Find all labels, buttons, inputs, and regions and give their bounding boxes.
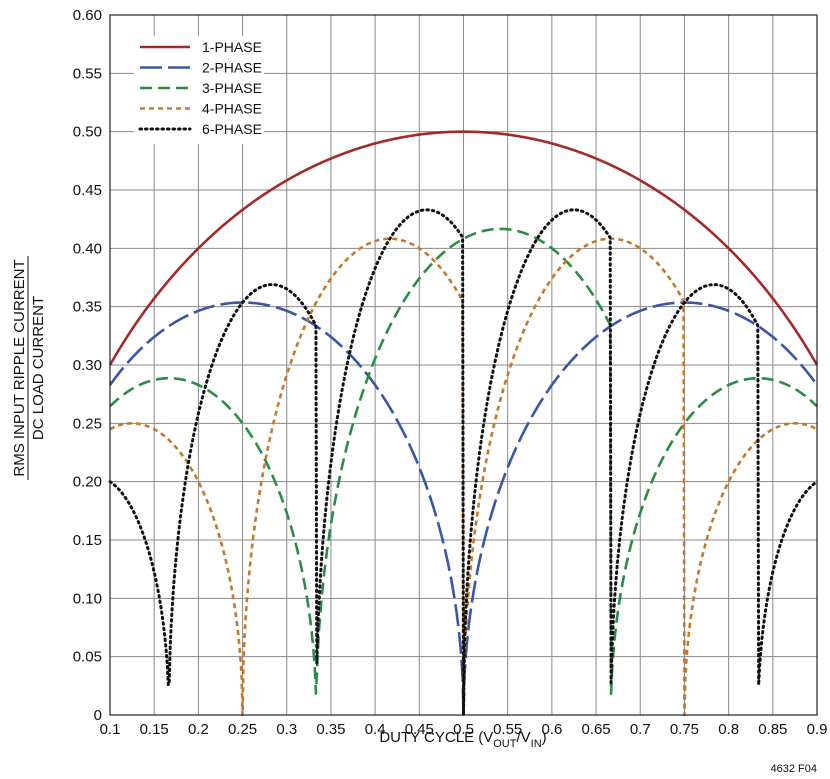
y-tick-label: 0.35 [73, 299, 102, 316]
x-tick-label: 0.1 [100, 721, 121, 738]
figure-id: 4632 F04 [771, 763, 817, 775]
x-tick-label: 0.8 [718, 721, 739, 738]
y-tick-label: 0.50 [73, 124, 102, 141]
x-tick-label: 0.25 [228, 721, 257, 738]
x-tick-labels: 0.1 0.15 0.2 0.25 0.3 0.35 0.4 0.45 0.5 0.55 0.6 0.… [100, 721, 828, 738]
x-tick-label: 0.7 [630, 721, 651, 738]
x-tick-label: 0.65 [581, 721, 610, 738]
x-tick-label: 0.9 [807, 721, 828, 738]
x-tick-label: 0.6 [541, 721, 562, 738]
y-tick-label: 0 [94, 707, 102, 724]
series-line-1-phase [108, 130, 819, 366]
legend-label-1-phase: 1-PHASE [202, 39, 262, 55]
legend-label-2-phase: 2-PHASE [202, 60, 262, 76]
y-tick-label: 0.15 [73, 532, 102, 549]
x-tick-label: 0.55 [493, 721, 522, 738]
x-axis-title: DUTY CYCLE (VOUT/VIN) [379, 729, 546, 750]
x-tick-label: 0.75 [670, 721, 699, 738]
x-tick-label: 0.4 [365, 721, 386, 738]
y-tick-label: 0.30 [73, 357, 102, 374]
series-line-2-phase [108, 301, 819, 717]
y-tick-label: 0.55 [73, 65, 102, 82]
y-axis-title: RMS INPUT RIPPLE CURRENT DC LOAD CURRENT [11, 256, 47, 480]
x-axis-title-sub-in: IN [531, 738, 542, 750]
x-axis-title-end: ) [542, 729, 547, 746]
y-axis-title-denominator: DC LOAD CURRENT [30, 296, 47, 440]
plot-frame [109, 14, 818, 716]
y-tick-labels: 0 0.05 0.10 0.15 0.20 0.25 0.30 0.35 0.40 0.45 0.5… [73, 7, 102, 724]
x-axis-title-sub-out: OUT [493, 738, 517, 750]
x-tick-label: 0.45 [405, 721, 434, 738]
y-tick-label: 0.60 [73, 7, 102, 24]
x-tick-label: 0.3 [276, 721, 297, 738]
x-axis-title-main: DUTY CYCLE (V [379, 729, 493, 746]
y-axis-title-numerator: RMS INPUT RIPPLE CURRENT [11, 259, 28, 476]
y-tick-label: 0.10 [73, 590, 102, 607]
y-tick-label: 0.05 [73, 649, 102, 666]
legend: 1-PHASE 2-PHASE 3-PHASE 4-PHASE 6-PHASE [134, 36, 264, 144]
legend-label-4-phase: 4-PHASE [202, 101, 262, 117]
series-line-3-phase [109, 227, 818, 696]
x-tick-label: 0.15 [140, 721, 169, 738]
legend-label-3-phase: 3-PHASE [202, 80, 262, 96]
x-tick-label: 0.85 [758, 721, 787, 738]
legend-label-6-phase: 6-PHASE [202, 121, 262, 137]
x-tick-label: 0.5 [453, 721, 474, 738]
y-tick-label: 0.45 [73, 182, 102, 199]
series-line-4-phase [109, 237, 818, 717]
x-tick-label: 0.2 [188, 721, 209, 738]
y-tick-label: 0.40 [73, 240, 102, 257]
x-tick-label: 0.35 [316, 721, 345, 738]
y-tick-label: 0.20 [73, 474, 102, 491]
legend-background [134, 36, 264, 144]
y-tick-label: 0.25 [73, 415, 102, 432]
x-axis-title-mid: /V [516, 729, 530, 746]
